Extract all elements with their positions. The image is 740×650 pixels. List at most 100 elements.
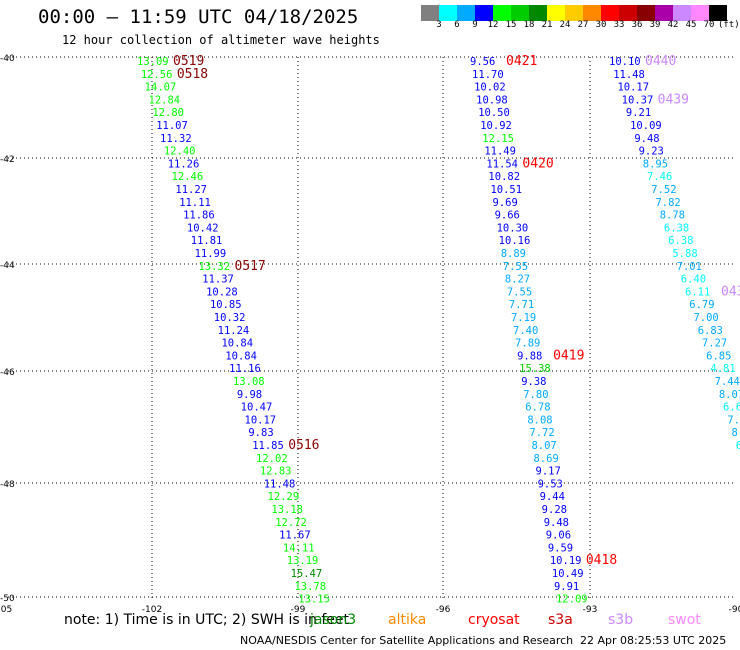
color-swatch	[691, 5, 709, 21]
wave-height-value: 8.95	[643, 158, 668, 170]
wave-height-value: 7.01	[677, 261, 702, 273]
wave-height-value: 12.72	[275, 517, 307, 529]
pass-time-label: 0516	[288, 438, 319, 453]
wave-height-value: 7.40	[513, 325, 538, 337]
color-scale-label: 33	[613, 20, 625, 30]
wave-height-value: 10.02	[474, 82, 506, 94]
wave-height-value: 8.08	[527, 414, 552, 426]
wave-height-value: 13.09	[137, 56, 169, 68]
color-scale-label: 9	[472, 20, 478, 30]
wave-height-value: 11.67	[279, 530, 311, 542]
color-scale-label: 21	[541, 20, 553, 30]
color-scale-label: 36	[631, 20, 643, 30]
wave-height-value: 6.11	[685, 286, 710, 298]
latitude-label: -50	[0, 594, 15, 604]
satellite-legend-item: cryosat	[468, 612, 520, 628]
wave-height-value: 13.19	[287, 555, 319, 567]
wave-height-value: 6	[736, 440, 740, 452]
wave-height-value: 7.0	[727, 414, 740, 426]
axis-labels: -40 -42 -44 -46 -48 -50-105 -102 -99 -96 -93 -90	[0, 54, 740, 615]
wave-height-value: 9.91	[554, 581, 579, 593]
chart-title: 00:00 – 11:59 UTC 04/18/2025	[38, 6, 359, 28]
wave-height-value: 10.28	[206, 286, 238, 298]
wave-height-value: 10.51	[490, 184, 522, 196]
color-scale-label: 42	[667, 20, 679, 30]
satellite-legend-item: s3a	[548, 612, 573, 628]
wave-height-value: 11.85	[252, 440, 284, 452]
altimeter-tracks: 13.0912.5614.0712.8412.8011.0711.3212.40…	[137, 54, 740, 606]
wave-height-value: 12.15	[482, 133, 514, 145]
wave-height-value: 11.99	[195, 248, 227, 260]
footer-note: note: 1) Time is in UTC; 2) SWH is in fe…	[64, 612, 350, 628]
color-scale-label: 12	[487, 20, 499, 30]
color-swatch	[529, 5, 547, 21]
wave-height-value: 14.11	[283, 542, 315, 554]
wave-height-value: 8.78	[660, 210, 685, 222]
color-swatch	[673, 5, 691, 21]
wave-height-value: 10.47	[241, 402, 273, 414]
wave-height-value: 8.	[731, 427, 740, 439]
wave-height-value: 7.55	[503, 261, 528, 273]
color-swatch	[421, 5, 439, 21]
wave-height-value: 14.07	[145, 82, 177, 94]
wave-height-value: 6.69	[723, 402, 740, 414]
wave-height-value: 6.85	[706, 350, 731, 362]
wave-height-value: 10.30	[497, 222, 529, 234]
wave-height-value: 10.50	[478, 107, 510, 119]
color-swatch	[547, 5, 565, 21]
latitude-label: -44	[0, 261, 15, 271]
wave-height-value: 11.37	[202, 274, 234, 286]
wave-height-value: 9.44	[540, 491, 565, 503]
wave-height-value: 10.49	[552, 568, 584, 580]
wave-height-value: 7.27	[702, 338, 727, 350]
wave-height-value: 9.98	[237, 389, 262, 401]
color-swatch	[709, 5, 727, 21]
wave-height-value: 11.48	[264, 478, 296, 490]
wave-height-value: 7.19	[511, 312, 536, 324]
wave-height-value: 10.19	[550, 555, 582, 567]
wave-height-value: 12.02	[256, 453, 288, 465]
color-scale-label: 3	[436, 20, 442, 30]
color-scale-label: 39	[649, 20, 661, 30]
wave-height-value: 10.16	[499, 235, 531, 247]
wave-height-value: 9.59	[548, 542, 573, 554]
wave-height-value: 9.56	[470, 56, 495, 68]
wave-height-value: 10.85	[210, 299, 242, 311]
latitude-label: -40	[0, 54, 15, 64]
wave-height-value: 6.38	[668, 235, 693, 247]
wave-height-value: 13.15	[298, 594, 330, 606]
wave-height-value: 6.38	[664, 222, 689, 234]
wave-height-value: 9.69	[493, 197, 518, 209]
wave-height-value: 8.07	[719, 389, 740, 401]
wave-height-value: 10.17	[245, 414, 277, 426]
wave-height-value: 7.52	[651, 184, 676, 196]
wave-height-value: 11.11	[179, 197, 211, 209]
wave-height-value: 11.07	[156, 120, 188, 132]
color-swatch	[475, 5, 493, 21]
pass-time-label: 0519	[173, 54, 204, 69]
pass-time-label: 0517	[234, 259, 265, 274]
wave-height-value: 11.81	[191, 235, 223, 247]
latitude-label: -42	[0, 155, 15, 165]
wave-height-value: 11.16	[229, 363, 261, 375]
wave-height-value: 6.83	[698, 325, 723, 337]
color-scale-label: 15	[505, 20, 517, 30]
longitude-label: -96	[436, 605, 451, 615]
wave-height-value: 10.84	[225, 350, 257, 362]
wave-height-value: 10.17	[617, 82, 649, 94]
satellite-legend-item: jason3	[310, 612, 357, 628]
wave-height-value: 11.27	[175, 184, 207, 196]
wave-height-value: 7.72	[529, 427, 554, 439]
wave-height-value: 7.80	[523, 389, 548, 401]
wave-height-value: 4.81	[710, 363, 735, 375]
longitude-label: -99	[291, 605, 306, 615]
color-scale-bar	[421, 5, 727, 21]
wave-height-value: 9.17	[536, 466, 561, 478]
wave-height-value: 7.55	[507, 286, 532, 298]
wave-height-value: 5.88	[672, 248, 697, 260]
pass-time-label: 0418	[586, 553, 617, 568]
wave-height-value: 7.00	[693, 312, 718, 324]
longitude-label: -102	[142, 605, 162, 615]
color-swatch	[565, 5, 583, 21]
wave-height-value: 12.09	[556, 594, 588, 606]
